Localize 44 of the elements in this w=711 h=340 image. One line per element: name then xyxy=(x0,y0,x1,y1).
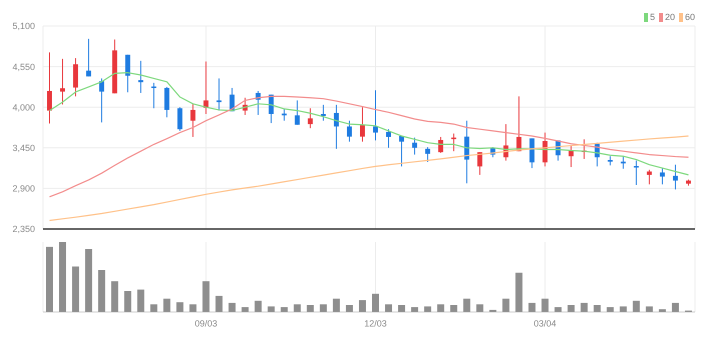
x-tick-label: 12/03 xyxy=(364,318,387,328)
candlestick xyxy=(320,104,326,122)
x-tick-label: 03/04 xyxy=(534,318,556,328)
candlestick xyxy=(672,164,678,190)
candlestick xyxy=(138,60,144,94)
candlestick xyxy=(99,78,104,123)
candlestick xyxy=(294,100,300,126)
candlestick xyxy=(308,108,313,129)
candlestick xyxy=(282,108,287,122)
candlestick xyxy=(373,90,378,141)
legend-label: 20 xyxy=(664,12,675,22)
y-tick-label: 3,450 xyxy=(12,142,35,153)
candlestick xyxy=(646,169,652,185)
candlestick xyxy=(412,137,418,156)
candlestick xyxy=(164,86,170,118)
candlestick xyxy=(425,146,430,162)
candlestick xyxy=(438,136,444,154)
candlestick xyxy=(47,52,52,124)
candlestick xyxy=(634,160,639,186)
y-tick-label: 4,550 xyxy=(12,62,35,72)
candlestick xyxy=(464,120,470,184)
candlestick xyxy=(620,156,626,170)
candlestick xyxy=(73,58,78,97)
candlestick xyxy=(346,120,352,142)
candlestick xyxy=(177,106,182,132)
candlestick xyxy=(334,104,339,150)
candlestick xyxy=(451,133,456,152)
legend-label: 5 xyxy=(650,12,655,22)
candlestick xyxy=(86,38,92,77)
y-tick-label: 4,000 xyxy=(12,102,35,112)
y-tick-label: 2,900 xyxy=(12,184,35,194)
candlestick xyxy=(190,103,196,138)
candlestick xyxy=(360,106,365,142)
candlestick xyxy=(386,128,392,148)
y-tick-label: 5,100 xyxy=(12,21,35,32)
candlestick xyxy=(542,132,548,167)
x-tick-label: 09/03 xyxy=(194,318,218,328)
legend-label: 60 xyxy=(684,12,695,22)
line-series xyxy=(48,135,690,222)
y-tick-label: 2,350 xyxy=(12,224,35,234)
candlestick xyxy=(60,58,66,105)
candlestick xyxy=(660,168,665,185)
candlestick xyxy=(151,82,156,109)
candlestick xyxy=(530,138,534,169)
